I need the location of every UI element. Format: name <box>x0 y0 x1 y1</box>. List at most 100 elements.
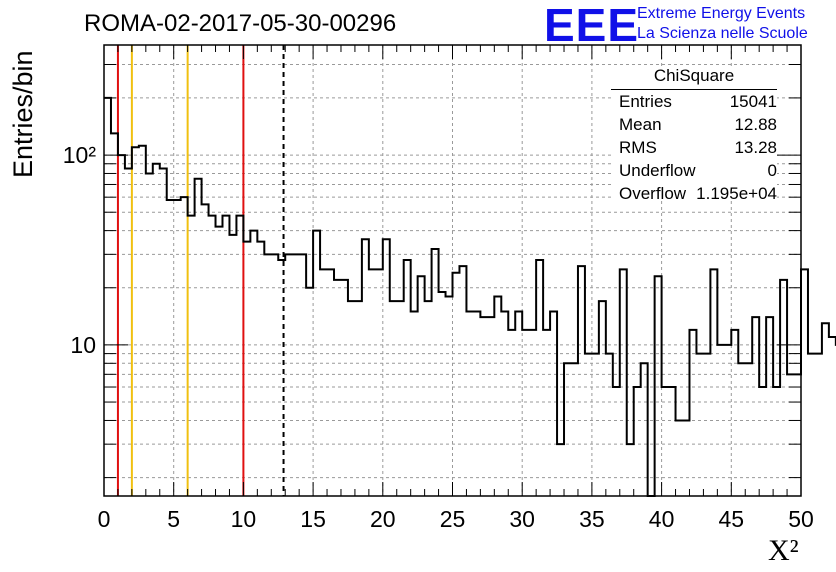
x-tick-label: 50 <box>788 506 814 532</box>
histogram-bin <box>766 317 773 496</box>
histogram-bin <box>202 204 209 496</box>
x-tick-label: 45 <box>719 506 745 532</box>
histogram-bin <box>250 231 257 496</box>
histogram-bin <box>480 317 487 496</box>
x-tick-label: 0 <box>98 506 111 532</box>
histogram-bin <box>229 235 236 496</box>
stats-value: 0 <box>767 161 777 180</box>
histogram-bin <box>620 269 627 496</box>
stats-value: 1.195e+04 <box>696 184 777 203</box>
histogram-bin <box>710 269 717 496</box>
histogram-bin <box>299 254 306 496</box>
histogram-bin <box>418 276 425 496</box>
histogram-bin <box>139 146 146 496</box>
histogram-bin <box>222 216 229 496</box>
histogram-bin <box>383 239 390 496</box>
histogram-bin <box>683 420 690 496</box>
histogram-bin <box>376 269 383 496</box>
stats-key: Underflow <box>619 161 696 180</box>
axis-tick-labels: 0 5 10 15 20 25 30 35 40 45 50 10 10² <box>63 142 814 532</box>
histogram-bin <box>676 420 683 496</box>
histogram-bin <box>425 301 432 496</box>
histogram-bin <box>313 231 320 496</box>
eee-logo: EEE <box>544 0 640 51</box>
histogram-bin <box>599 301 606 496</box>
histogram-bin <box>655 276 662 496</box>
histogram-bin <box>292 254 299 496</box>
histogram-bin <box>536 260 543 496</box>
histogram-bin <box>320 269 327 496</box>
histogram-bin <box>104 98 111 496</box>
y-tick-label: 10 <box>70 332 96 358</box>
histogram-bin <box>801 269 808 496</box>
histogram-bin <box>724 345 731 496</box>
histogram-bin <box>111 133 118 496</box>
histogram-bin <box>494 296 501 496</box>
axis-ticks <box>103 45 802 496</box>
stats-value: 15041 <box>729 92 777 111</box>
histogram-bin <box>745 363 752 496</box>
stats-header: ChiSquare <box>653 66 735 85</box>
histogram-bin <box>459 266 466 496</box>
grid-lines <box>104 45 801 496</box>
histogram-bin <box>243 242 250 496</box>
histogram-bin <box>592 354 599 496</box>
y-axis-label: Entries/bin <box>8 50 38 178</box>
stats-key: RMS <box>619 138 657 157</box>
histogram-bin <box>195 179 202 496</box>
histogram-bin <box>369 269 376 496</box>
stats-row: RMS 13.28 <box>619 138 777 160</box>
x-tick-label: 20 <box>370 506 396 532</box>
histogram-bin <box>446 296 453 496</box>
histogram-bin <box>334 280 341 496</box>
histogram-bin <box>264 254 271 496</box>
histogram-bin <box>613 387 620 496</box>
histogram-bin <box>759 387 766 496</box>
x-tick-label: 30 <box>509 506 535 532</box>
stats-value: 12.88 <box>734 115 777 134</box>
histogram-bin <box>271 254 278 496</box>
histogram-bin <box>306 288 313 496</box>
stats-row: Entries 15041 <box>619 92 777 114</box>
logo-line-2: La Scienza nelle Scuole <box>637 25 808 42</box>
histogram-bin <box>118 155 125 496</box>
histogram-bin <box>773 387 780 496</box>
histogram-bin <box>634 387 641 496</box>
stats-box: ChiSquare Entries 15041 Mean 12.88 RMS 1… <box>611 66 777 203</box>
histogram-bin <box>125 168 132 496</box>
histogram-bin <box>473 311 480 496</box>
histogram-bin <box>132 147 139 496</box>
histogram-bin <box>327 269 334 496</box>
x-tick-label: 10 <box>231 506 257 532</box>
histogram-bin <box>216 227 223 496</box>
x-tick-label: 5 <box>167 506 180 532</box>
histogram-bin <box>209 216 216 496</box>
histogram-bin <box>550 311 557 496</box>
histogram-bin <box>257 242 264 496</box>
histogram-bin <box>515 311 522 496</box>
histogram-bin <box>543 330 550 496</box>
histogram-bin <box>501 311 508 496</box>
histogram-bin <box>606 354 613 496</box>
x-tick-label: 35 <box>579 506 605 532</box>
histogram-bin <box>641 363 648 496</box>
stats-row: Mean 12.88 <box>619 115 777 137</box>
histogram-bin <box>717 345 724 496</box>
histogram-bin <box>738 363 745 496</box>
histogram-bin <box>453 273 460 496</box>
histogram-bin <box>285 254 292 496</box>
stats-key: Entries <box>619 92 672 111</box>
histogram-bin <box>815 354 822 496</box>
histogram-bin <box>487 317 494 496</box>
histogram-bin <box>508 330 515 496</box>
x-axis-label: X² <box>768 534 799 567</box>
histogram-bin <box>390 301 397 496</box>
stats-divider <box>611 89 777 90</box>
histogram-bin <box>411 311 418 496</box>
stats-row: Overflow 1.195e+04 <box>619 184 777 206</box>
histogram-bin <box>236 216 243 496</box>
histogram-bin <box>160 168 167 496</box>
stats-value: 13.28 <box>734 138 777 157</box>
histogram-bin <box>146 173 153 496</box>
histogram-bin <box>822 323 829 496</box>
